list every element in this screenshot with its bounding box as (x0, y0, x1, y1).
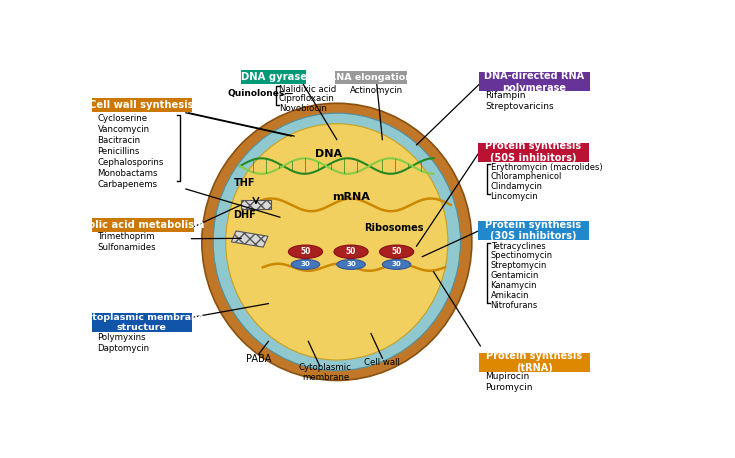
Text: Sulfonamides: Sulfonamides (98, 243, 157, 252)
Text: Lincomycin: Lincomycin (490, 192, 538, 201)
Text: Spectinomycin: Spectinomycin (490, 251, 553, 261)
Text: Protein synthesis
(50S inhibitors): Protein synthesis (50S inhibitors) (485, 142, 581, 163)
Bar (232, 231, 268, 247)
Text: Vancomycin: Vancomycin (98, 125, 150, 134)
Text: Erythromycin (macrolides): Erythromycin (macrolides) (490, 163, 602, 172)
Text: Polymyxins: Polymyxins (98, 333, 146, 342)
FancyBboxPatch shape (91, 98, 192, 113)
Text: Monobactams: Monobactams (98, 169, 158, 178)
FancyBboxPatch shape (335, 71, 407, 84)
Text: Streptomycin: Streptomycin (490, 262, 547, 270)
Text: Protein synthesis
(tRNA): Protein synthesis (tRNA) (487, 351, 583, 373)
Text: Streptovaricins: Streptovaricins (485, 102, 553, 111)
Text: Amikacin: Amikacin (490, 291, 529, 300)
Text: 30: 30 (301, 262, 310, 267)
Text: Tetracyclines: Tetracyclines (490, 242, 545, 251)
FancyBboxPatch shape (91, 313, 192, 332)
FancyBboxPatch shape (478, 143, 589, 162)
Text: Actinomycin: Actinomycin (350, 86, 403, 95)
FancyBboxPatch shape (241, 70, 306, 84)
Ellipse shape (291, 260, 320, 269)
Text: Nitrofurans: Nitrofurans (490, 301, 538, 310)
Text: Cephalosporins: Cephalosporins (98, 158, 164, 167)
Ellipse shape (202, 103, 472, 381)
Text: 30: 30 (346, 262, 356, 267)
Text: 30: 30 (392, 262, 401, 267)
Text: Nalidixic acid: Nalidixic acid (279, 85, 336, 94)
Text: DNA gyrase: DNA gyrase (240, 72, 306, 82)
Text: Daptomycin: Daptomycin (98, 344, 150, 353)
FancyBboxPatch shape (91, 218, 194, 232)
Text: Folic acid metabolism: Folic acid metabolism (82, 220, 204, 230)
Text: Clindamycin: Clindamycin (490, 182, 542, 191)
Ellipse shape (334, 245, 368, 258)
Text: RNA elongation: RNA elongation (329, 73, 412, 82)
Bar (241, 200, 270, 209)
FancyBboxPatch shape (478, 221, 589, 240)
Text: 50: 50 (301, 247, 311, 256)
Text: Ribosomes: Ribosomes (364, 223, 423, 233)
Text: Rifampin: Rifampin (485, 91, 526, 100)
Text: Cytoplasmic
membrane: Cytoplasmic membrane (299, 363, 352, 382)
Text: DHF: DHF (233, 210, 256, 220)
Text: Cycloserine: Cycloserine (98, 114, 148, 123)
Ellipse shape (337, 260, 365, 269)
Text: Cytoplasmic membrane
structure: Cytoplasmic membrane structure (79, 312, 204, 332)
FancyBboxPatch shape (478, 72, 590, 91)
Text: 50: 50 (346, 247, 356, 256)
Text: Puromycin: Puromycin (485, 383, 532, 392)
Text: Chloramphenicol: Chloramphenicol (490, 173, 562, 181)
Text: Bacitracin: Bacitracin (98, 136, 140, 145)
Text: Trimethoprim: Trimethoprim (98, 232, 155, 241)
Text: Cell wall synthesis: Cell wall synthesis (89, 100, 194, 110)
Text: DNA-directed RNA
polymerase: DNA-directed RNA polymerase (484, 71, 584, 93)
Ellipse shape (382, 260, 411, 269)
Ellipse shape (226, 124, 448, 360)
Text: Mupirocin: Mupirocin (485, 372, 529, 381)
Text: Carbapenems: Carbapenems (98, 180, 158, 189)
Ellipse shape (213, 113, 460, 371)
Text: Gentamicin: Gentamicin (490, 271, 539, 280)
Text: Ciprofloxacin: Ciprofloxacin (279, 94, 334, 103)
Text: THF: THF (234, 178, 255, 188)
Ellipse shape (379, 245, 414, 258)
Text: DNA: DNA (315, 149, 342, 159)
Text: Quinolones—: Quinolones— (227, 89, 294, 98)
Ellipse shape (288, 245, 323, 258)
Text: Novobiocin: Novobiocin (279, 104, 326, 113)
FancyBboxPatch shape (478, 353, 590, 371)
Text: Penicillins: Penicillins (98, 147, 140, 156)
Text: PABA: PABA (246, 354, 271, 364)
Text: Kanamycin: Kanamycin (490, 281, 537, 290)
Text: 50: 50 (392, 247, 402, 256)
Text: Cell wall: Cell wall (365, 358, 401, 367)
Text: Protein synthesis
(30S inhibitors): Protein synthesis (30S inhibitors) (485, 220, 581, 241)
Text: mRNA: mRNA (332, 192, 370, 202)
